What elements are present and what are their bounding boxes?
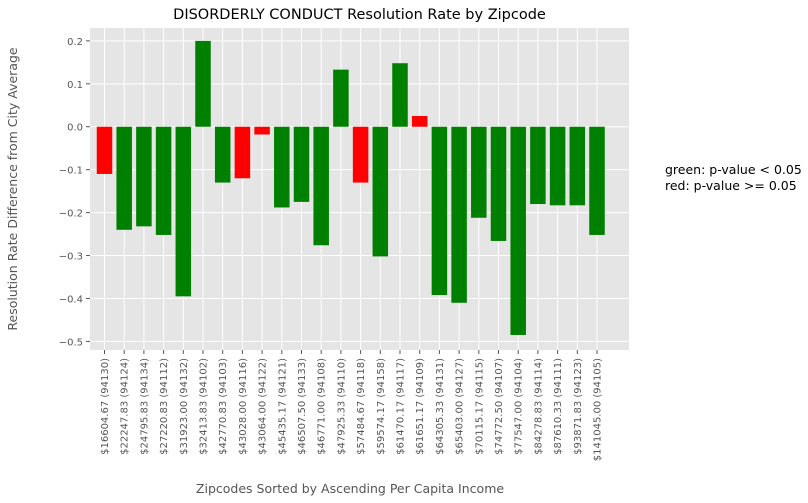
x-tick-label: $59574.17 (94158) [376,358,387,455]
bar-22 [530,126,546,205]
x-tick-label: $74772.50 (94107) [494,358,505,455]
y-tick-label: 0.1 [67,80,83,91]
x-tick-label: $84278.83 (94114) [533,358,544,455]
bar-24 [569,126,586,206]
x-tick-label: $27220.83 (94112) [159,358,170,455]
x-tick-label: $61470.17 (94117) [396,358,407,455]
bar-1 [116,126,132,230]
bar-13 [352,126,369,183]
bar-7 [234,126,251,179]
x-tick-label: $43028.00 (94116) [238,358,249,455]
bar-10 [293,126,310,202]
chart-title: DISORDERLY CONDUCT Resolution Rate by Zi… [173,7,546,23]
x-tick-label: $24795.83 (94134) [139,358,150,455]
x-tick-label: $141045.00 (94105) [593,358,604,461]
x-tick-label: $43064.00 (94122) [258,358,269,455]
y-tick-label: 0.2 [67,37,83,48]
x-tick-label: $70115.17 (94115) [474,358,485,455]
y-tick-label: −0.4 [59,294,83,305]
x-tick-label: $42770.83 (94103) [218,358,229,455]
x-tick-label: $22247.83 (94124) [120,358,131,455]
y-axis-label: Resolution Rate Difference from City Ave… [5,47,20,331]
x-tick-label: $87610.33 (94111) [553,358,564,455]
y-tick-label: 0.0 [67,123,83,134]
y-tick-label: −0.3 [59,252,83,263]
x-tick-label: $57484.67 (94118) [356,358,367,455]
x-tick-label: $16604.67 (94130) [100,358,111,455]
bar-20 [490,126,507,241]
y-tick-label: −0.1 [59,166,83,177]
x-axis-ticks: $16604.67 (94130) $22247.83 (94124) $24795… [100,350,604,461]
bar-16 [411,116,428,127]
bar-2 [136,126,152,227]
bar-9 [274,126,290,208]
bar-11 [313,126,329,246]
bar-3 [155,126,172,235]
x-tick-label: $64305.33 (94131) [435,358,446,455]
bar-4 [175,126,192,297]
bar-17 [431,126,448,296]
bar-0 [96,126,113,174]
bar-14 [372,126,389,257]
legend-note-red: red: p-value >= 0.05 [665,178,797,193]
x-tick-label: $45435.17 (94121) [277,358,288,455]
x-tick-label: $46507.50 (94133) [297,358,308,455]
x-tick-label: $46771.00 (94108) [317,358,328,455]
x-tick-label: $31923.00 (94132) [179,358,190,455]
bar-21 [510,126,526,335]
x-tick-label: $61651.17 (94109) [415,358,426,455]
x-tick-label: $65403.00 (94127) [455,358,466,455]
bar-15 [392,63,408,127]
y-tick-label: −0.2 [59,209,83,220]
x-tick-label: $32413.83 (94102) [199,358,210,455]
bar-8 [254,126,270,135]
x-tick-label: $47925.33 (94110) [336,358,347,455]
bar-19 [471,126,487,218]
x-tick-label: $93871.83 (94123) [573,358,584,455]
legend-note-green: green: p-value < 0.05 [665,162,802,177]
x-axis-label: Zipcodes Sorted by Ascending Per Capita … [196,481,504,496]
y-tick-label: −0.5 [59,337,83,348]
bar-18 [451,126,467,303]
bars [96,40,605,335]
bar-5 [195,40,211,127]
significance-legend-note: green: p-value < 0.05 red: p-value >= 0.… [665,162,802,194]
y-axis-ticks: 0.2 0.1 0.0 −0.1 −0.2 −0.3 −0.4 −0.5 [59,37,90,348]
x-tick-label: $77547.00 (94104) [514,358,525,455]
bar-12 [333,69,349,127]
bar-25 [589,126,605,235]
bar-23 [549,126,566,206]
bar-6 [214,126,231,183]
